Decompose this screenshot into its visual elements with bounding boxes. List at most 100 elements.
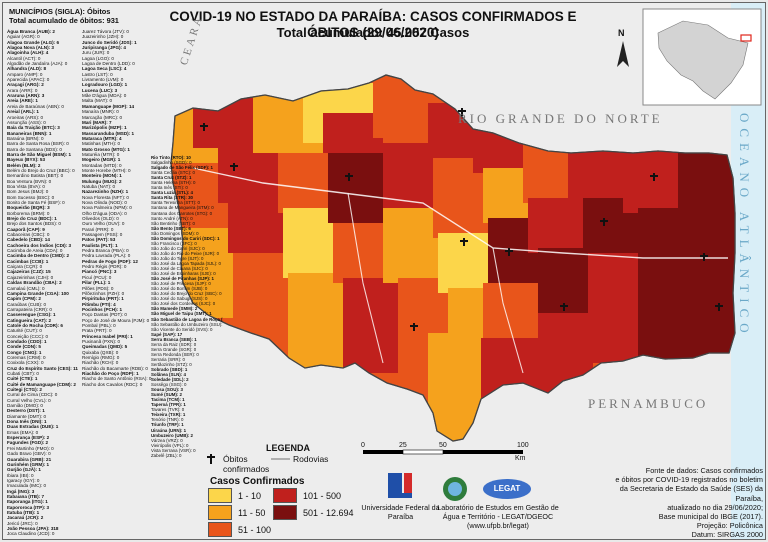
municipio-entry: Coxixola (CXX): 0: [7, 360, 44, 366]
municipio-entry: Pilões (PDS): 0: [82, 285, 114, 291]
municipio-entry: Vista Serrana (VSR): 0: [151, 447, 196, 453]
municipio-entry: Cuité de Mamanguape (CDM): 2: [7, 381, 76, 387]
municipio-entry: Passagem (PSS): 0: [82, 232, 123, 238]
legend-swatch-2: [208, 505, 232, 520]
municipio-entry: Patos (PAT): 53: [82, 237, 116, 243]
municipio-entry: Remígio (RMG): 0: [82, 354, 120, 360]
death-marker: [600, 220, 608, 222]
municipio-entry: Santa Inês (STI): 0: [151, 185, 188, 191]
municipio-entry: Serra Redonda (SER): 0: [151, 351, 199, 357]
municipio-entry: Emas (EMA): 0: [7, 429, 39, 435]
legend-swatch-5: [273, 505, 297, 520]
municipio-entry: Piancó (PNC): 3: [82, 269, 117, 275]
municipio-entry: São José de Piranhas (SJP): 1: [151, 276, 214, 282]
municipio-entry: São José de Princesa (SJP): 0: [151, 281, 211, 287]
municipio-entry: Bom Jesus (BMJ): 0: [7, 189, 49, 195]
municipio-entry: Diamante (DMT): 0: [7, 413, 47, 419]
municipio-entry: Tavares (TVR): 0: [151, 407, 185, 413]
municipio-entry: Salgado de São Félix (SDF): 1: [151, 165, 213, 171]
municipio-entry: Caiçara (CÇR): 0: [7, 264, 43, 270]
municipio-entry: Riachão do Bacamarte (RDB): 0: [82, 365, 148, 371]
municipio-entry: Natuba (NAT): 0: [82, 183, 116, 189]
municipio-entry: Santa Cruz (STZ): 1: [151, 175, 192, 181]
map-subtitle: Total acumulado: 45.057 Casos: [276, 25, 470, 40]
municipio-entry: Bernardino Batista (BBT): 0: [7, 173, 64, 179]
municipio-entry: Cuitegi (CTG): 2: [7, 387, 42, 393]
municipio-entry: Malta (MAT): 0: [82, 98, 113, 104]
municipio-entry: Conde (CDN): 5: [7, 344, 41, 350]
region-boqueirao: [483, 283, 543, 343]
lab-logo: [443, 477, 467, 501]
municipio-entry: Nova Palmeira (NPM): 0: [82, 205, 132, 211]
municipio-entry: João Pessoa (JPA): 318: [7, 525, 59, 531]
source-line: Base municipal do IBGE (2017).: [658, 512, 763, 522]
municipio-entry: Rio Tinto (RTO): 10: [151, 155, 191, 160]
municipio-entry: Monteiro (MON): 1: [82, 173, 122, 179]
road-br110: [347, 192, 384, 364]
municipio-entry: Bananeiras (BNN): 1: [7, 130, 52, 136]
legend-label-5: 501 - 12.694: [303, 508, 354, 518]
region-coremas: [283, 208, 333, 278]
municipios-list-left: Água Branca (AUB): 2 Aguiar (AGR): 0 Alago…: [7, 29, 153, 539]
municipio-entry: Lagoa (LGO): 0: [82, 55, 114, 61]
legend-swatch-3: [208, 522, 232, 537]
brazil-inset: [642, 8, 762, 106]
municipio-entry: Olivedos (OLD): 0: [82, 216, 119, 222]
municipio-entry: Imaculada (IMC): 0: [7, 483, 47, 489]
municipio-entry: Alcantil (ACT): 0: [7, 55, 41, 61]
municipio-entry: Mogeiro (MGR): 1: [82, 157, 121, 163]
legat-logo: [483, 479, 531, 499]
municipios-list-mid: Rio Tinto (RTO): 10 Salgadinho (SGD): 0 Sa…: [151, 155, 223, 539]
municipio-entry: São Domingos (SDM): 0: [151, 230, 199, 236]
municipio-entry: Dona Inês (DNI): 1: [7, 419, 47, 425]
municipio-entry: Igaracy (IGY): 0: [7, 477, 40, 483]
scale-seg-2: [402, 449, 444, 455]
municipio-entry: Catingueira (CAT): 2: [7, 317, 52, 323]
label-pernambuco: PERNAMBUCO: [588, 396, 709, 411]
municipio-entry: Aguiar (AGR): 0: [7, 34, 40, 40]
death-marker: [460, 240, 468, 242]
municipio-entry: Pedras de Fogo (PDF): 12: [82, 258, 138, 264]
municipio-entry: São José dos Cordeiros (SJC): 0: [151, 301, 216, 307]
municipio-entry: São Bento (SBT): 6: [151, 225, 191, 231]
municipio-entry: Alagoa Nova (ALN): 3: [7, 45, 54, 51]
data-source-note: Fonte de dados: Casos confirmados e óbito…: [593, 466, 763, 539]
municipio-entry: Riacho de Santo Antônio (RSA): 0: [82, 376, 152, 382]
municipio-entry: Bom Sucesso (BSC): 0: [7, 194, 55, 200]
scale-seg-1: [363, 450, 403, 454]
legend-label-1: 1 - 10: [238, 491, 262, 501]
municipio-entry: Conceição (CCC): 0: [7, 333, 49, 339]
region-patos: [328, 153, 383, 223]
municipio-entry: Juru (JUR): 0: [82, 50, 110, 56]
municipio-entry: Cacimba de Areia (CDA): 0: [7, 248, 63, 254]
municipio-entry: Caturité (CUT): 0: [7, 328, 42, 334]
region-taperoa: [383, 208, 438, 283]
municipio-entry: Santa Cecília (STC): 0: [151, 170, 195, 176]
municipio-entry: Lastro (LST): 0: [82, 71, 113, 77]
legat-logo-shape: [483, 479, 531, 499]
region-itaporanga: [233, 253, 288, 333]
scale-unit: Km: [515, 455, 526, 462]
legend-label-2: 11 - 50: [238, 508, 266, 518]
death-marker: [650, 175, 658, 177]
legend-label-3: 51 - 100: [238, 525, 272, 535]
municipio-entry: Pedra Lavrada (PLA): 0: [82, 253, 131, 259]
municipio-entry: Araçagi (ARG): 2: [7, 82, 44, 88]
ufpb-logo-bar2: [404, 473, 412, 493]
municipio-entry: Junco do Seridó (JDS): 1: [82, 39, 137, 45]
region-princesa: [288, 273, 343, 368]
source-line: Projeção: Policônica: [696, 521, 763, 531]
death-marker: [230, 165, 238, 167]
municipio-entry: Lagoa de Dentro (LDD): 0: [82, 61, 135, 67]
municipio-entry: Nova Floresta (NFT): 0: [82, 194, 129, 200]
scale-tick-0: 0: [361, 442, 365, 449]
municipio-entry: Mataraca (MTR): 4: [82, 135, 122, 141]
death-marker: [560, 305, 568, 307]
municipio-entry: Areia (ARE): 1: [7, 98, 38, 104]
death-marker: [200, 125, 208, 127]
label-rio-grande-do-norte: RIO GRANDE DO NORTE: [458, 111, 663, 126]
municipio-entry: São João do Rio do Peixe (SJR): 0: [151, 250, 220, 256]
municipio-entry: Baía da Traição (BTC): 3: [7, 125, 60, 131]
municipio-entry: Matinhas (MTH): 0: [82, 141, 121, 147]
